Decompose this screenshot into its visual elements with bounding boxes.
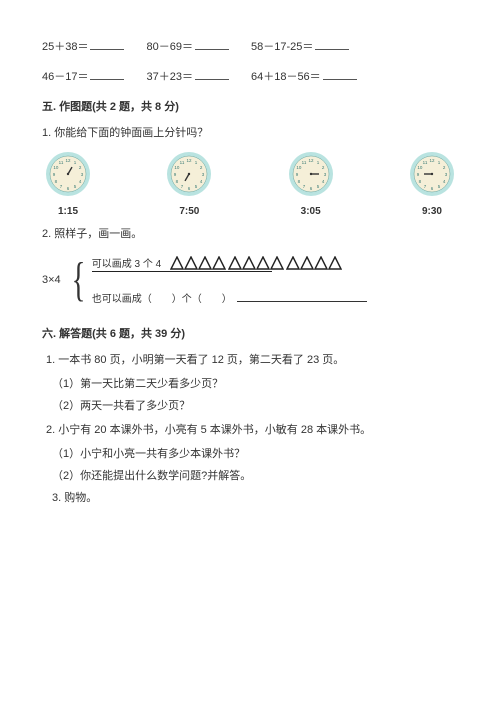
- svg-text:10: 10: [417, 165, 423, 170]
- triangle-icon: [242, 256, 256, 270]
- clock: 123456789101112 9:30: [410, 152, 454, 217]
- expr: 64＋18－56＝: [251, 68, 321, 84]
- answer-blank[interactable]: [90, 68, 124, 80]
- q2-s1: （1）小宁和小亮一共有多少本课外书？: [52, 445, 458, 461]
- clock-label: 1:15: [58, 206, 78, 217]
- svg-text:12: 12: [65, 158, 71, 163]
- clock-label: 3:05: [301, 206, 321, 217]
- section6-title: 六. 解答题(共 6 题，共 39 分): [42, 325, 458, 341]
- q1-stem: 1. 一本书 80 页，小明第一天看了 12 页，第二天看了 23 页。: [46, 351, 458, 367]
- svg-text:12: 12: [429, 158, 435, 163]
- clock-icon: 123456789101112: [46, 152, 90, 196]
- answer-blank[interactable]: [323, 68, 357, 80]
- clock: 123456789101112 1:15: [46, 152, 90, 217]
- svg-text:11: 11: [301, 160, 306, 165]
- svg-text:11: 11: [423, 160, 428, 165]
- triangle-icon: [314, 256, 328, 270]
- q2-s2: （2）你还能提出什么数学问题?并解答。: [52, 467, 458, 483]
- triangle-icon: [256, 256, 270, 270]
- svg-text:10: 10: [175, 165, 181, 170]
- triangle-icon: [198, 256, 212, 270]
- q1-s1: （1）第一天比第二天少看多少页？: [52, 375, 458, 391]
- answer-blank[interactable]: [195, 68, 229, 80]
- svg-text:10: 10: [53, 165, 59, 170]
- clock-icon: 123456789101112: [289, 152, 333, 196]
- answer-blank[interactable]: [90, 38, 124, 50]
- clock-icon: 123456789101112: [410, 152, 454, 196]
- clocks-row: 1234567891011121:151234567891011127:5012…: [42, 152, 458, 217]
- svg-text:12: 12: [308, 158, 314, 163]
- triangle-icon: [328, 256, 342, 270]
- answer-blank[interactable]: [195, 38, 229, 50]
- answer-blank[interactable]: [315, 38, 349, 50]
- expr: 58－17-25＝: [251, 38, 313, 54]
- option2-text: 也可以画成（ ）个（ ）: [92, 294, 232, 305]
- svg-text:11: 11: [59, 160, 64, 165]
- triangle-icon: [286, 256, 300, 270]
- option1-prefix: 可以画成 3 个 4: [92, 259, 161, 270]
- triangle-icon: [212, 256, 226, 270]
- draw-blank[interactable]: [237, 294, 367, 302]
- arith-row-1: 25＋38＝ 80－69＝ 58－17-25＝: [42, 38, 458, 54]
- clock-label: 7:50: [179, 206, 199, 217]
- svg-text:11: 11: [180, 160, 185, 165]
- arith-item: 25＋38＝: [42, 38, 124, 54]
- section5-title: 五. 作图题(共 2 题，共 8 分): [42, 98, 458, 114]
- q1-s2: （2）两天一共看了多少页？: [52, 397, 458, 413]
- arith-item: 37＋23＝: [146, 68, 228, 84]
- expr: 37＋23＝: [146, 68, 192, 84]
- q3: 3. 购物。: [52, 489, 458, 505]
- brace-options: 可以画成 3 个 4 也可以画成（ ）个（ ）: [92, 255, 367, 305]
- triangle-icon: [184, 256, 198, 270]
- left-brace-icon: {: [71, 261, 85, 299]
- triangle-icon: [228, 256, 242, 270]
- expr: 25＋38＝: [42, 38, 88, 54]
- section5-q2: 2. 照样子，画一画。: [42, 225, 458, 241]
- option2: 也可以画成（ ）个（ ）: [92, 290, 367, 305]
- clock: 123456789101112 7:50: [167, 152, 211, 217]
- arith-item: 58－17-25＝: [251, 38, 349, 54]
- expr: 80－69＝: [146, 38, 192, 54]
- svg-text:12: 12: [187, 158, 193, 163]
- arith-row-2: 46－17＝ 37＋23＝ 64＋18－56＝: [42, 68, 458, 84]
- q2-stem: 2. 小宁有 20 本课外书，小亮有 5 本课外书，小敏有 28 本课外书。: [46, 421, 458, 437]
- arith-item: 46－17＝: [42, 68, 124, 84]
- svg-text:10: 10: [296, 165, 302, 170]
- arith-item: 64＋18－56＝: [251, 68, 357, 84]
- triangle-icon: [270, 256, 284, 270]
- expr: 46－17＝: [42, 68, 88, 84]
- clock-label: 9:30: [422, 206, 442, 217]
- triangle-icon: [300, 256, 314, 270]
- clock: 123456789101112 3:05: [289, 152, 333, 217]
- example-bracket: 3×4 { 可以画成 3 个 4 也可以画成（ ）个（ ）: [42, 255, 458, 305]
- clock-icon: 123456789101112: [167, 152, 211, 196]
- triangle-icon: [170, 256, 184, 270]
- example-left: 3×4: [42, 274, 65, 286]
- option1: 可以画成 3 个 4: [92, 255, 367, 272]
- arith-item: 80－69＝: [146, 38, 228, 54]
- section5-q1: 1. 你能给下面的钟面画上分针吗？: [42, 124, 458, 140]
